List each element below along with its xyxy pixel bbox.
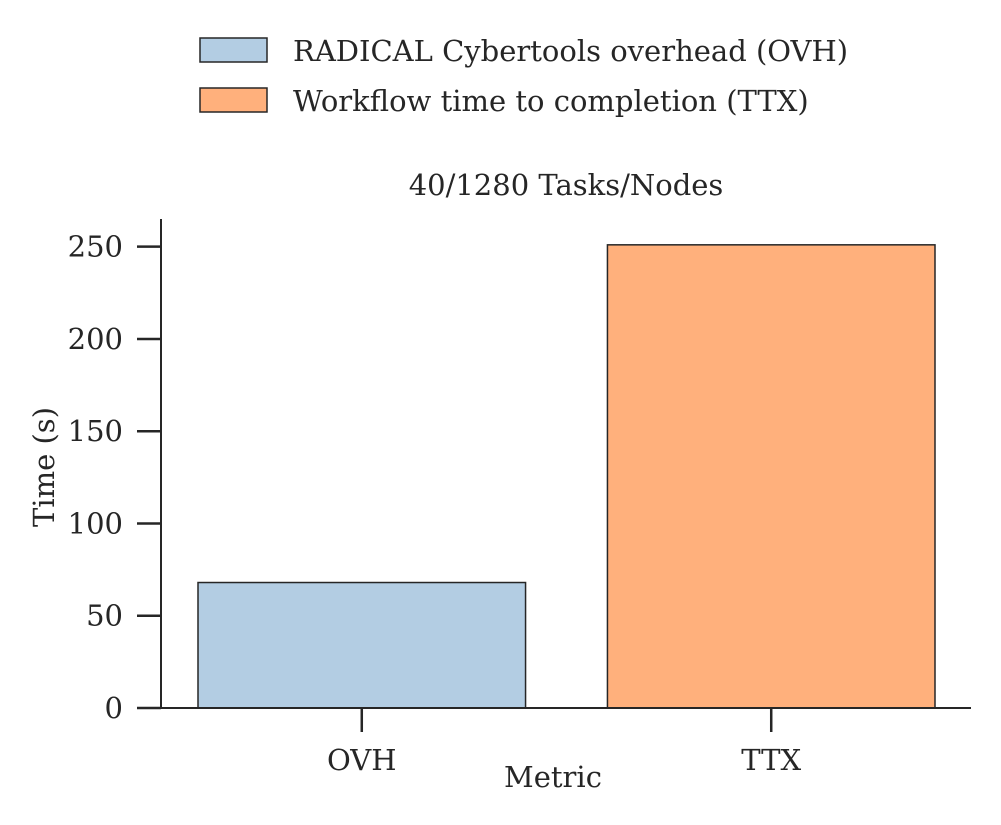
legend-label-ttx: Workflow time to completion (TTX) bbox=[293, 84, 809, 118]
y-tick-label-50: 50 bbox=[86, 599, 123, 633]
legend: RADICAL Cybertools overhead (OVH) Workfl… bbox=[199, 34, 848, 118]
y-axis-label: Time (s) bbox=[27, 407, 61, 527]
y-tick-label-150: 150 bbox=[68, 414, 123, 448]
x-tick-label-ttx: TTX bbox=[741, 743, 801, 777]
legend-swatch-ttx bbox=[199, 87, 268, 113]
chart-title: 40/1280 Tasks/Nodes bbox=[409, 168, 724, 202]
x-axis-label: Metric bbox=[504, 760, 602, 794]
legend-swatch-ovh bbox=[199, 37, 268, 63]
y-tick-label-0: 0 bbox=[105, 691, 123, 725]
bar-ttx bbox=[606, 244, 936, 709]
bar-ovh bbox=[197, 581, 527, 709]
x-tick-label-ovh: OVH bbox=[327, 743, 397, 777]
y-axis: 0 50 100 150 200 250 bbox=[68, 219, 162, 725]
y-tick-label-100: 100 bbox=[68, 506, 123, 540]
y-tick-label-200: 200 bbox=[68, 322, 123, 356]
legend-label-ovh: RADICAL Cybertools overhead (OVH) bbox=[293, 34, 848, 68]
x-axis: OVH TTX bbox=[161, 707, 971, 777]
y-tick-label-250: 250 bbox=[68, 230, 123, 264]
bars-group bbox=[197, 244, 936, 709]
